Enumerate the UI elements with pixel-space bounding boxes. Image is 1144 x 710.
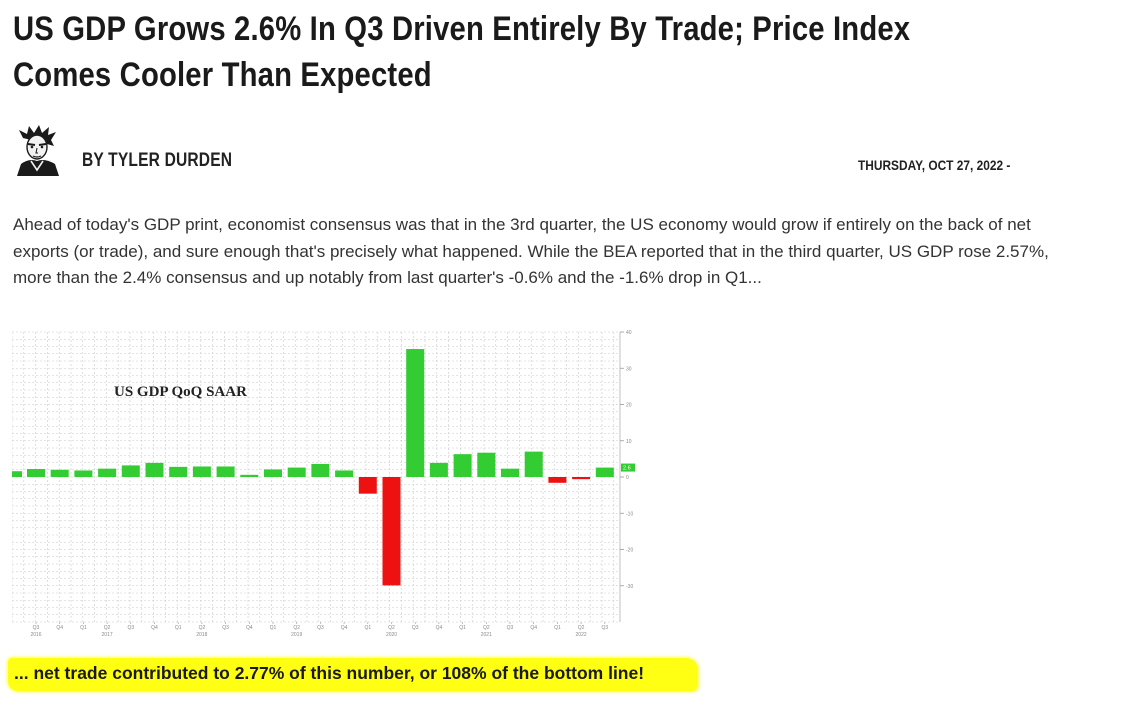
chart-bar [335, 470, 354, 477]
x-tick-label: Q3 [317, 625, 324, 631]
y-tick-label: 10 [626, 439, 632, 445]
year-label: 2022 [576, 632, 587, 638]
y-tick-label: 20 [626, 403, 632, 409]
x-tick-label: Q2 [388, 625, 395, 631]
x-tick-label: Q1 [175, 625, 182, 631]
chart-bar [240, 474, 259, 477]
x-tick-label: Q4 [341, 625, 348, 631]
chart-bar [595, 467, 614, 477]
chart-bar [311, 463, 330, 477]
x-tick-label: Q3 [412, 625, 419, 631]
x-tick-label: Q3 [601, 625, 608, 631]
chart-title: US GDP QoQ SAAR [114, 384, 247, 400]
y-tick-label: 0 [626, 475, 629, 481]
chart-bar [406, 349, 425, 477]
x-tick-label: Q2 [483, 625, 490, 631]
chart-bar [74, 470, 93, 477]
x-tick-label: Q4 [151, 625, 158, 631]
chart-bar [477, 452, 496, 477]
publish-date: THURSDAY, OCT 27, 2022 - [858, 157, 1011, 173]
y-tick-label: -20 [626, 548, 633, 554]
highlight-marker [8, 658, 698, 691]
chart-bar [169, 466, 188, 477]
y-tick-label: -30 [626, 584, 633, 590]
year-label: 2020 [386, 632, 397, 638]
chart-bar [192, 466, 211, 477]
year-label: 2018 [196, 632, 207, 638]
chart-bar [264, 469, 282, 477]
y-tick-label: 30 [626, 366, 632, 372]
x-tick-label: Q3 [507, 625, 514, 631]
x-tick-label: Q3 [127, 625, 134, 631]
chart-bar [382, 477, 401, 586]
y-tick-label: 40 [626, 330, 632, 336]
x-tick-label: Q1 [554, 625, 561, 631]
year-label: 2017 [102, 632, 113, 638]
x-tick-label: Q3 [222, 625, 229, 631]
author-byline[interactable]: BY TYLER DURDEN [82, 150, 233, 171]
year-label: 2016 [30, 632, 41, 638]
x-tick-label: Q4 [530, 625, 537, 631]
chart-bar [453, 454, 472, 477]
last-value-badge [621, 463, 635, 472]
chart-bar [121, 465, 140, 477]
chart-bar [12, 471, 22, 477]
year-label: 2019 [291, 632, 302, 638]
x-tick-label: Q2 [293, 625, 300, 631]
article-intro: Ahead of today's GDP print, economist co… [13, 215, 1049, 287]
year-label: 2021 [481, 632, 492, 638]
author-avatar[interactable] [13, 124, 63, 176]
gdp-bar-chart: 40 30 20 10 0 -10 -20 -30 2.6 US GDP QoQ SAAR Q3 Q4… [12, 330, 635, 638]
chart-bar [145, 462, 164, 477]
x-tick-label: Q2 [104, 625, 111, 631]
chart-bar [524, 451, 543, 477]
x-tick-label: Q2 [199, 625, 206, 631]
x-tick-label: Q2 [578, 625, 585, 631]
y-tick-label: -10 [626, 511, 633, 517]
highlighted-takeaway: ... net trade contributed to 2.77% of th… [14, 663, 645, 683]
chart-bar [501, 468, 519, 477]
article-headline: US GDP Grows 2.6% In Q3 Driven Entirely … [13, 10, 911, 94]
chart-bar [27, 469, 45, 477]
x-tick-label: Q4 [56, 625, 63, 631]
x-tick-label: Q3 [33, 625, 40, 631]
x-tick-label: Q1 [459, 625, 466, 631]
chart-bar [548, 477, 567, 483]
chart-bar [50, 469, 69, 477]
last-value-label: 2.6 [623, 466, 631, 472]
chart-bar [429, 462, 448, 477]
chart-bar [358, 477, 377, 494]
x-tick-label: Q4 [246, 625, 253, 631]
x-tick-label: Q1 [364, 625, 371, 631]
chart-bar [98, 468, 117, 477]
chart-bar [287, 467, 306, 477]
x-tick-label: Q1 [270, 625, 277, 631]
x-tick-label: Q4 [436, 625, 443, 631]
x-tick-label: Q1 [80, 625, 87, 631]
chart-bar [572, 477, 591, 480]
chart-bar [216, 466, 235, 477]
